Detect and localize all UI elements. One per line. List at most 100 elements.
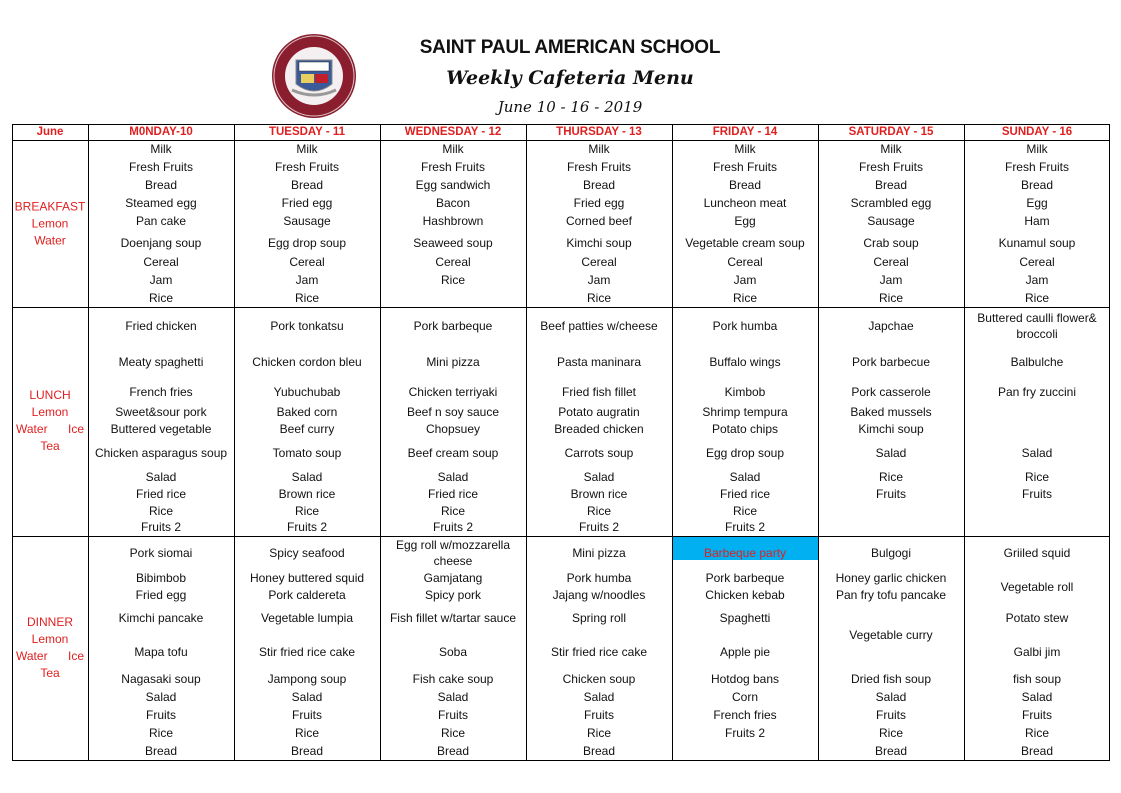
menu-item: Fresh Fruits [1004,160,1069,174]
menu-item: Nagasaki soup [121,672,201,686]
menu-item: Fruits 2 [724,520,765,534]
meal-label-dinner: DINNER Lemon Water Ice Tea [13,614,87,682]
menu-item: Salad [875,690,907,704]
row-divider [12,140,1110,141]
menu-item: Bread [582,744,616,758]
menu-item: Chicken cordon bleu [252,355,362,369]
menu-item: Shrimp tempura [702,405,788,419]
menu-item: Luncheon meat [703,196,787,210]
menu-item: Bulgogi [870,546,912,560]
menu-item: Yubuchubab [273,385,341,399]
menu-item: Gamjatang [423,571,483,585]
menu-item: Fresh Fruits [712,160,777,174]
menu-item: Vegetable cream soup [685,236,805,250]
menu-item: Rice [440,504,465,518]
meal-label-breakfast: BREAKFAST Lemon Water [13,199,87,250]
menu-item: Pork barbeque [705,571,785,585]
menu-item: Cereal [873,255,909,269]
menu-item: Salad [437,470,469,484]
menu-item: Egg sandwich [415,178,491,192]
menu-item: Fruits [1022,708,1052,722]
menu-item: French fries [713,708,777,722]
menu-item: Hashbrown [422,214,484,228]
menu-item: Pork barbeque [413,319,493,333]
menu-item: Salad [1021,446,1053,460]
menu-item: Baked mussels [850,405,932,419]
menu-item: Vegetable roll [1000,579,1074,594]
menu-item: Pasta maninara [556,355,642,369]
menu-item: Bread [144,744,178,758]
menu-item: Barbeque party [703,546,787,560]
menu-item: Bread [728,178,762,192]
menu-item: Corned beef [565,214,633,228]
menu-item: Rice [294,504,319,518]
column-divider [526,124,527,761]
school-logo [272,34,356,118]
meal-label-line: Tea [40,666,60,680]
table-border [12,124,1110,761]
day-header: WEDNESDAY - 12 [404,126,502,138]
menu-item: Soba [438,645,468,659]
menu-item: Jam [879,273,903,287]
meal-label-line: BREAKFAST [14,199,86,214]
menu-item: Chicken asparagus soup [94,446,228,460]
menu-item: Jajang w/noodles [552,588,646,602]
menu-item: Bread [290,744,324,758]
menu-item: Fruits 2 [724,726,765,740]
menu-item: Salad [875,446,907,460]
menu-item: Cereal [1019,255,1055,269]
menu-item: Vegetable curry [849,628,933,642]
menu-item: Baked corn [276,405,338,419]
menu-item: Spring roll [571,611,627,625]
menu-item: Rice [1024,726,1049,740]
menu-item: Potato stew [1005,611,1069,625]
menu-item: Bread [290,178,324,192]
menu-item: Japchae [868,319,914,333]
menu-item: Griiled squid [1003,546,1071,560]
menu-item: Ham [1024,214,1050,228]
menu-item: Jam [149,273,173,287]
menu-item: Jam [1025,273,1049,287]
menu-item: Beef curry [279,422,335,436]
menu-item: Cereal [581,255,617,269]
menu-item: Vegetable lumpia [260,611,354,625]
menu-item: Bacon [435,196,471,210]
menu-item: Bibimbob [135,571,187,585]
menu-item: Stir fried rice cake [258,645,356,659]
menu-item: Chicken kebab [705,588,785,602]
menu-item: Salad [291,690,323,704]
menu-item: Milk [734,142,756,156]
day-header: SUNDAY - 16 [1001,126,1073,138]
menu-item: Pan fry zuccini [997,385,1077,399]
menu-item: Salad [145,470,177,484]
menu-item: Milk [588,142,610,156]
menu-item: Rice [878,470,903,484]
menu-item: Pork casserole [851,385,931,399]
menu-item: Salad [145,690,177,704]
menu-item: Mini pizza [572,546,626,560]
menu-item: Fruits 2 [140,520,181,534]
meal-label-line: Tea [40,439,60,453]
menu-item: Breaded chicken [554,422,644,436]
menu-item: Egg [1026,196,1048,210]
menu-item: Bread [874,178,908,192]
menu-item: Bread [874,744,908,758]
menu-item: Egg roll w/mozzarella cheese [395,538,511,568]
menu-item: Brown rice [570,487,628,501]
menu-item: Bread [1020,744,1054,758]
menu-item: Beef patties w/cheese [540,319,658,333]
menu-item: Bread [582,178,616,192]
row-divider [12,536,1110,537]
menu-item: Fried egg [135,588,187,602]
column-divider [88,124,89,761]
menu-item: Fruits 2 [432,520,473,534]
menu-item: Cereal [727,255,763,269]
menu-item: Steamed egg [125,196,197,210]
menu-title: Weekly Cafeteria Menu [446,67,694,89]
menu-item: French fries [129,385,193,399]
menu-item: Scrambled egg [850,196,932,210]
menu-item: Tomato soup [272,446,342,460]
menu-item: Buttered vegetable [110,422,212,436]
menu-item: Pork humba [712,319,778,333]
menu-item: Potato chips [711,422,779,436]
